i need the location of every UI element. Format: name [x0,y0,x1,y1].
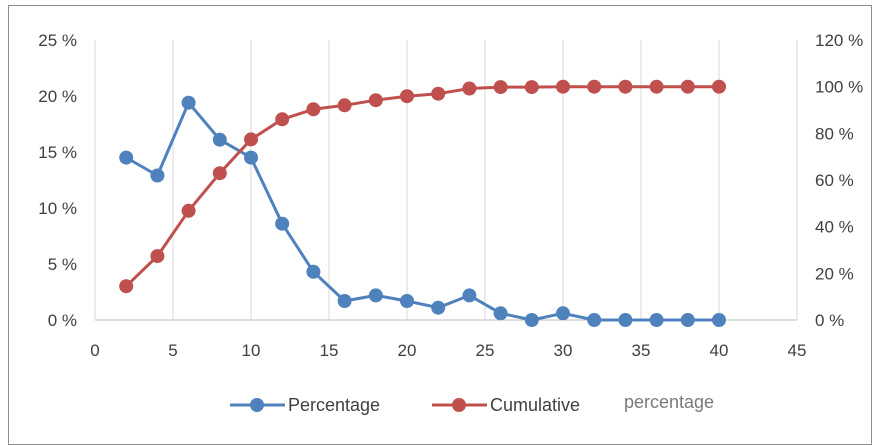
data-point-cumulative [680,79,695,94]
data-point-percentage [556,306,570,321]
data-point-cumulative [431,86,446,101]
y-left-tick-label: 20 % [38,87,77,106]
data-point-cumulative [181,203,196,218]
data-point-percentage [119,150,134,165]
data-point-percentage [712,313,726,327]
data-point-cumulative [337,98,352,113]
data-point-cumulative [587,79,602,94]
legend: Percentage Cumulative percentage [230,392,714,415]
data-point-percentage [680,313,695,327]
x-tick-label: 0 [90,341,99,360]
y-left-tick-label: 25 % [38,31,77,50]
y-left-tick-label: 0 % [48,311,77,330]
data-point-percentage [275,216,290,231]
y-right-tick-label: 0 % [815,311,844,330]
x-tick-label: 25 [476,341,495,360]
y-right-tick-label: 20 % [815,264,854,283]
data-point-percentage [431,300,446,315]
data-point-cumulative [150,249,165,264]
data-point-percentage [212,132,227,147]
x-axis-ticks: 0 5 10 15 20 25 30 35 40 45 [90,341,806,360]
data-point-percentage [150,168,165,183]
data-point-percentage [400,294,414,308]
x-tick-label: 10 [242,341,261,360]
y-right-tick-label: 40 % [815,218,854,237]
y-axis-left-ticks: 0 % 5 % 10 % 15 % 20 % 25 % [38,31,77,330]
y-right-tick-label: 100 % [815,78,863,97]
y-right-tick-label: 120 % [815,31,863,50]
data-point-cumulative [618,79,633,94]
data-point-cumulative [244,132,258,147]
y-left-tick-label: 5 % [48,255,77,274]
data-point-cumulative [493,80,508,95]
data-point-cumulative [119,279,134,294]
data-point-percentage [524,313,539,327]
data-point-cumulative [462,81,477,96]
data-point-percentage [244,150,258,165]
y-left-tick-label: 15 % [38,143,77,162]
legend-label-percentage-suffix: percentage [624,392,714,412]
x-tick-label: 30 [554,341,573,360]
data-point-percentage [462,288,477,303]
data-point-cumulative [275,112,290,127]
data-point-cumulative [306,102,321,117]
y-left-tick-label: 10 % [38,199,77,218]
y-right-tick-label: 60 % [815,171,854,190]
y-right-tick-label: 80 % [815,124,854,143]
data-point-cumulative [368,93,383,108]
x-tick-label: 20 [398,341,417,360]
data-point-cumulative [212,166,227,181]
x-tick-label: 35 [632,341,651,360]
data-point-percentage [306,264,321,279]
data-point-cumulative [556,79,570,94]
x-tick-label: 5 [168,341,177,360]
data-point-percentage [649,313,664,327]
data-point-percentage [337,294,352,308]
x-tick-label: 40 [710,341,729,360]
x-tick-label: 15 [320,341,339,360]
data-point-cumulative [712,79,726,94]
legend-swatch-percentage-marker [250,398,264,412]
data-point-cumulative [649,79,664,94]
x-tick-label: 45 [788,341,807,360]
series-line-cumulative [125,85,719,288]
data-point-percentage [618,313,633,327]
legend-label-cumulative: Cumulative [490,395,580,415]
legend-swatch-cumulative-marker [452,398,466,412]
data-point-cumulative [400,89,414,104]
series-layer [119,79,726,327]
y-axis-right-ticks: 0 % 20 % 40 % 60 % 80 % 100 % 120 % [815,31,863,330]
line-chart: 0 5 10 15 20 25 30 35 40 45 0 % 5 % 10 % 15 % 20 % 25 … [38,31,863,415]
data-point-cumulative [524,80,539,95]
legend-label-percentage: Percentage [288,395,380,415]
data-point-percentage [181,95,196,110]
chart-frame [8,5,872,445]
data-point-percentage [493,306,508,321]
data-point-percentage [587,313,602,327]
data-point-percentage [368,288,383,303]
